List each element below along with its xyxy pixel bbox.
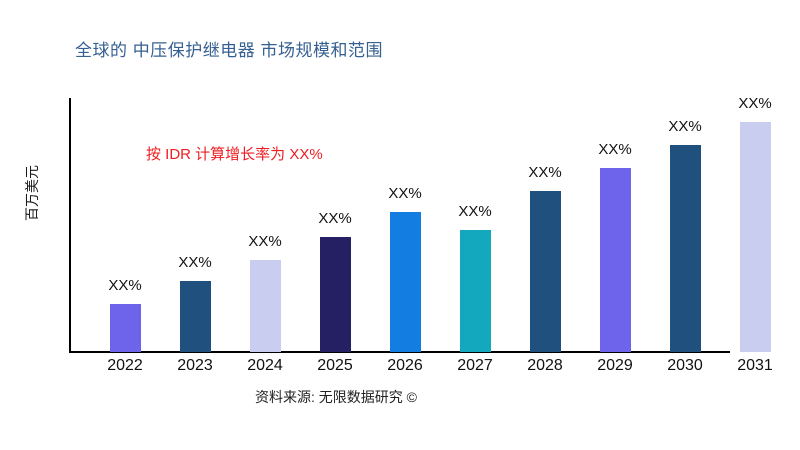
y-axis-line bbox=[69, 98, 71, 352]
bar-2029 bbox=[599, 168, 631, 352]
bar-value-label-2030: XX% bbox=[668, 118, 702, 135]
bar-value-label-2027: XX% bbox=[458, 203, 492, 220]
chart-title: 全球的 中压保护继电器 市场规模和范围 bbox=[75, 41, 383, 60]
bar-2026 bbox=[389, 212, 421, 352]
x-tick-2030: 2030 bbox=[667, 357, 703, 374]
x-tick-2022: 2022 bbox=[107, 357, 143, 374]
bar-2022 bbox=[109, 304, 141, 352]
bar-2030 bbox=[669, 145, 701, 352]
bar-2025 bbox=[319, 237, 351, 352]
bar-value-label-2023: XX% bbox=[178, 254, 212, 271]
x-tick-2028: 2028 bbox=[527, 357, 563, 374]
x-tick-2031: 2031 bbox=[737, 357, 773, 374]
bar-2031 bbox=[739, 122, 771, 352]
source-note: 资料来源: 无限数据研究 © bbox=[255, 389, 417, 405]
x-tick-2025: 2025 bbox=[317, 357, 353, 374]
bar-2023 bbox=[179, 281, 211, 352]
x-tick-2024: 2024 bbox=[247, 357, 283, 374]
bar-2027 bbox=[459, 230, 491, 352]
bar-value-label-2028: XX% bbox=[528, 164, 562, 181]
bar-value-label-2026: XX% bbox=[388, 185, 422, 202]
bar-value-label-2025: XX% bbox=[318, 210, 352, 227]
growth-rate-annotation: 按 IDR 计算增长率为 XX% bbox=[146, 146, 323, 163]
bar-value-label-2031: XX% bbox=[738, 95, 772, 112]
bar-value-label-2029: XX% bbox=[598, 141, 632, 158]
x-tick-2027: 2027 bbox=[457, 357, 493, 374]
y-axis-label: 百万美元 bbox=[24, 165, 40, 221]
x-tick-2026: 2026 bbox=[387, 357, 423, 374]
x-tick-2023: 2023 bbox=[177, 357, 213, 374]
x-axis-line bbox=[69, 351, 730, 353]
bar-2028 bbox=[529, 191, 561, 352]
bar-value-label-2024: XX% bbox=[248, 233, 282, 250]
x-tick-2029: 2029 bbox=[597, 357, 633, 374]
bar-value-label-2022: XX% bbox=[108, 277, 142, 294]
bar-2024 bbox=[249, 260, 281, 352]
